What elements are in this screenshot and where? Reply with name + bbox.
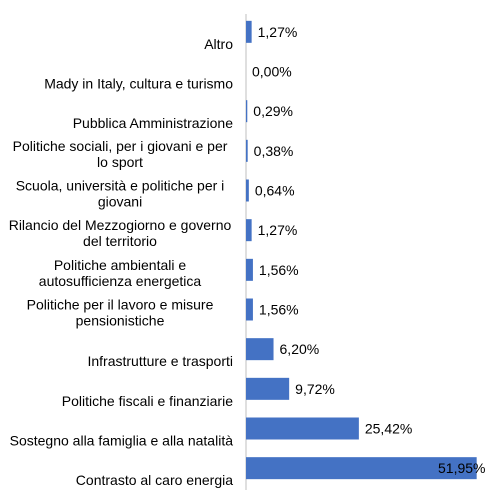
category-label: Pubblica Amministrazione: [73, 115, 234, 131]
category-label: Sostegno alla famiglia e alla natalità: [10, 433, 234, 449]
bar: [246, 338, 274, 361]
category-label: Mady in Italy, cultura e turismo: [44, 76, 233, 92]
value-label: 6,20%: [280, 341, 320, 357]
category-labels: Altro Mady in Italy, cultura e turismo Pub…: [9, 36, 234, 488]
category-label: Infrastrutture e trasporti: [87, 353, 233, 369]
bar: [246, 417, 359, 440]
category-label: Politiche fiscali e finanziarie: [62, 393, 233, 409]
bar: [246, 377, 290, 400]
bar: [246, 457, 477, 480]
value-label: 0,00%: [252, 64, 292, 80]
bar: [246, 20, 252, 43]
category-label: Politiche sociali, per i giovani e per lo…: [13, 138, 228, 170]
bars: [246, 20, 477, 480]
value-labels: 1,27% 0,00% 0,29% 0,38% 0,64% 1,27% 1,56% 1,56%…: [252, 24, 485, 476]
bar: [246, 219, 252, 242]
value-label: 1,56%: [259, 262, 299, 278]
value-label: 0,64%: [255, 183, 295, 199]
value-label: 0,29%: [253, 103, 293, 119]
category-label: Politiche per il lavoro e misure pensioni…: [27, 297, 214, 329]
value-label: 0,38%: [254, 143, 294, 159]
value-label: 1,27%: [258, 24, 298, 40]
value-label: 51,95%: [438, 460, 485, 476]
category-label: Contrasto al caro energia: [76, 472, 233, 488]
bar: [246, 100, 248, 123]
bar: [246, 139, 248, 162]
category-label: Politiche ambientali e autosufficienza en…: [39, 257, 202, 289]
category-label: Scuola, università e politiche per i giov…: [16, 178, 225, 210]
bar: [246, 179, 249, 202]
category-label: Altro: [204, 36, 233, 52]
bar: [246, 298, 253, 321]
bar: [246, 258, 253, 281]
value-label: 9,72%: [295, 381, 335, 397]
value-label: 25,42%: [365, 421, 412, 437]
category-label: Rilancio del Mezzogiorno e governo del te…: [9, 217, 232, 249]
value-label: 1,27%: [258, 222, 298, 238]
value-label: 1,56%: [259, 302, 299, 318]
